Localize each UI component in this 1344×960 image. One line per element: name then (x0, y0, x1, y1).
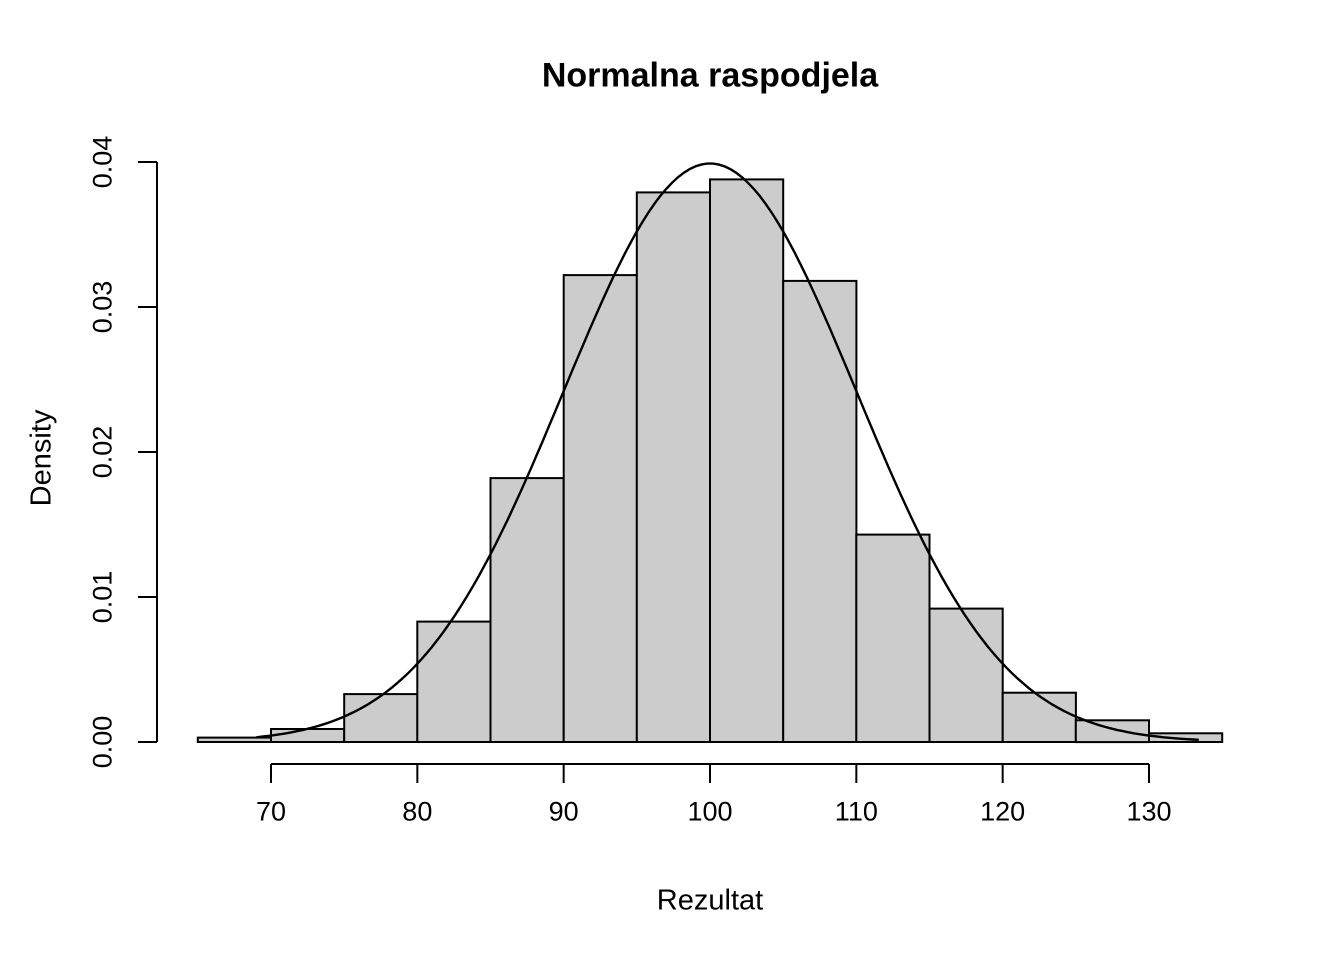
histogram-bar (196, 736, 272, 743)
chart-title: Normalna raspodjela (541, 56, 879, 95)
y-tick-label: 0.03 (87, 280, 118, 334)
histogram-bar (489, 477, 565, 743)
x-tick-label: 130 (1126, 796, 1172, 827)
x-tick-label: 80 (402, 796, 433, 827)
histogram-bar (343, 693, 419, 743)
histogram-bar (635, 191, 711, 743)
x-tick-label: 70 (255, 796, 287, 827)
x-tick-label: 100 (687, 796, 733, 827)
normal-density-curve (256, 162, 1199, 741)
x-axis-title: Rezultat (656, 884, 764, 917)
histogram-bar (782, 279, 858, 743)
y-tick-label: 0.00 (87, 715, 118, 769)
x-tick-label: 120 (980, 796, 1026, 827)
histogram-bar (1148, 732, 1224, 743)
x-tick-label: 90 (548, 796, 579, 827)
x-tick-label: 110 (834, 796, 878, 827)
axes (138, 161, 1150, 783)
histogram-bar (562, 274, 638, 743)
histogram-bar (416, 620, 492, 743)
histogram-bar (928, 607, 1004, 743)
histogram-bar (855, 533, 931, 743)
y-tick-label: 0.04 (87, 135, 118, 189)
y-tick-label: 0.02 (87, 425, 118, 479)
histogram-bar (709, 178, 785, 743)
histogram-bar (1074, 719, 1151, 744)
histogram-bar (270, 728, 346, 743)
histogram-bar (1001, 691, 1077, 744)
y-axis-title: Density (25, 409, 58, 507)
y-tick-label: 0.01 (87, 570, 118, 624)
histogram-bars (196, 178, 1224, 744)
